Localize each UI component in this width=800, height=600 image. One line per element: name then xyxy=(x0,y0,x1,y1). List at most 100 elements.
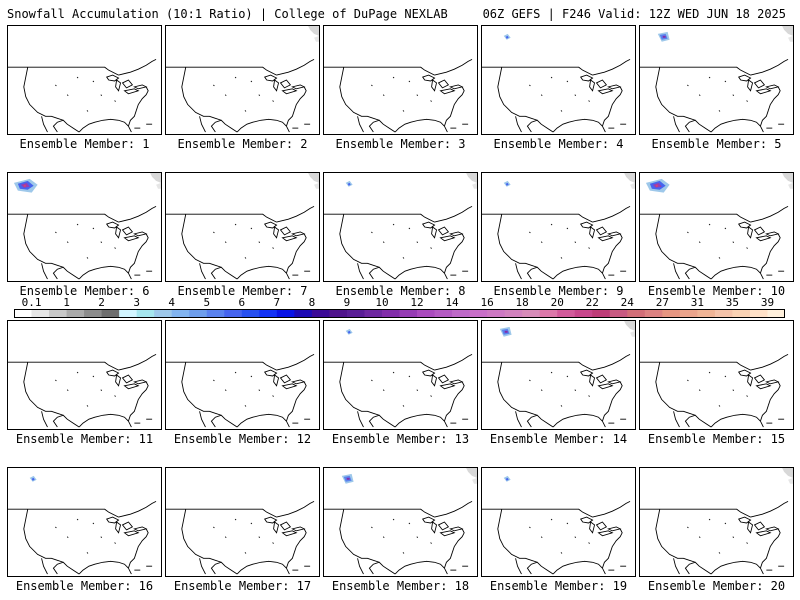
coastline xyxy=(281,88,298,95)
coastline xyxy=(601,552,611,575)
coastline xyxy=(732,389,735,392)
coastline xyxy=(416,241,419,244)
ensemble-map-panel xyxy=(165,467,320,577)
coastline xyxy=(382,94,385,97)
coastline xyxy=(357,411,364,428)
coastline xyxy=(339,67,380,121)
ensemble-map-panel xyxy=(481,320,636,430)
colorbar-swatch xyxy=(241,309,260,318)
coastline xyxy=(244,257,247,259)
coastline xyxy=(402,552,405,554)
colorbar-swatch xyxy=(31,309,50,318)
coastline xyxy=(402,257,405,259)
coastline xyxy=(592,119,603,127)
coastline xyxy=(592,414,603,422)
ensemble-map-panel xyxy=(165,172,320,282)
coastline xyxy=(86,257,89,259)
coastline xyxy=(250,375,253,378)
coastline xyxy=(236,118,277,133)
coastline xyxy=(753,521,766,531)
us-outline-map xyxy=(640,353,789,428)
coastline xyxy=(394,265,435,280)
coastline xyxy=(121,521,134,531)
coastline xyxy=(234,76,237,79)
coastline xyxy=(560,257,563,259)
coastline xyxy=(76,223,79,226)
colorbar-swatch xyxy=(644,309,663,318)
colorbar-swatch xyxy=(522,309,541,318)
coastline xyxy=(574,94,577,97)
coastline xyxy=(431,374,438,387)
colorbar-swatch xyxy=(171,309,190,318)
coastline xyxy=(755,88,772,95)
coastline xyxy=(382,536,385,539)
us-outline-map xyxy=(166,500,315,575)
coastline xyxy=(746,542,748,544)
coastline xyxy=(747,79,754,92)
coastline xyxy=(552,560,593,575)
coastline xyxy=(601,405,611,428)
coastline xyxy=(687,231,689,234)
coastline xyxy=(451,233,465,258)
coastline xyxy=(607,379,622,385)
coastline xyxy=(92,522,95,525)
coastline xyxy=(607,526,622,532)
coastline xyxy=(439,235,456,242)
coastline xyxy=(566,522,569,525)
us-outline-map xyxy=(166,353,315,428)
coastline xyxy=(750,205,789,223)
us-outline-map xyxy=(8,173,161,280)
coastline xyxy=(698,94,701,97)
coastline xyxy=(41,116,48,133)
coastline xyxy=(281,383,298,390)
coastline xyxy=(708,223,711,226)
coastline xyxy=(431,79,438,92)
coastline xyxy=(250,522,253,525)
coastline xyxy=(595,374,608,384)
us-outline-map xyxy=(482,173,635,280)
coastline xyxy=(710,413,751,428)
coastline xyxy=(443,110,453,133)
coastline xyxy=(746,395,748,397)
coastline xyxy=(431,226,438,239)
coastline xyxy=(592,500,631,518)
ensemble-member-label: Ensemble Member: 11 xyxy=(15,432,154,446)
coastline xyxy=(135,528,149,553)
coastline xyxy=(434,414,445,422)
coastline xyxy=(402,110,405,112)
coastline xyxy=(434,119,445,127)
ensemble-member-label: Ensemble Member: 14 xyxy=(489,432,628,446)
coastline xyxy=(687,526,689,529)
colorbar-tick-label: 10 xyxy=(375,296,389,309)
snowfall-area xyxy=(505,477,509,481)
colorbar-swatch xyxy=(294,309,313,318)
colorbar-swatch xyxy=(697,309,716,318)
coastline xyxy=(449,84,464,90)
coastline xyxy=(601,257,611,280)
colorbar-swatch xyxy=(364,309,383,318)
coastline xyxy=(595,226,608,236)
snowfall-area xyxy=(472,182,477,189)
colorbar-swatch xyxy=(609,309,628,318)
ensemble-map-panel xyxy=(323,172,478,282)
coastline xyxy=(759,110,769,133)
coastline xyxy=(123,88,140,95)
coastline xyxy=(273,79,280,92)
coastline xyxy=(392,518,395,521)
coastline xyxy=(285,552,295,575)
coastline xyxy=(181,362,222,416)
colorbar-tick-label: 14 xyxy=(445,296,459,309)
ensemble-member-label: Ensemble Member: 19 xyxy=(489,579,628,593)
coastline xyxy=(273,521,280,534)
coastline xyxy=(552,413,593,428)
coastline xyxy=(574,536,577,539)
coastline xyxy=(609,528,623,553)
coastline xyxy=(765,231,780,237)
coastline xyxy=(118,119,129,127)
us-outline-map xyxy=(324,173,477,280)
coastline xyxy=(482,66,593,76)
coastline xyxy=(540,536,543,539)
coastline xyxy=(258,389,261,392)
coastline xyxy=(718,405,721,407)
snowfall-area xyxy=(662,35,666,38)
